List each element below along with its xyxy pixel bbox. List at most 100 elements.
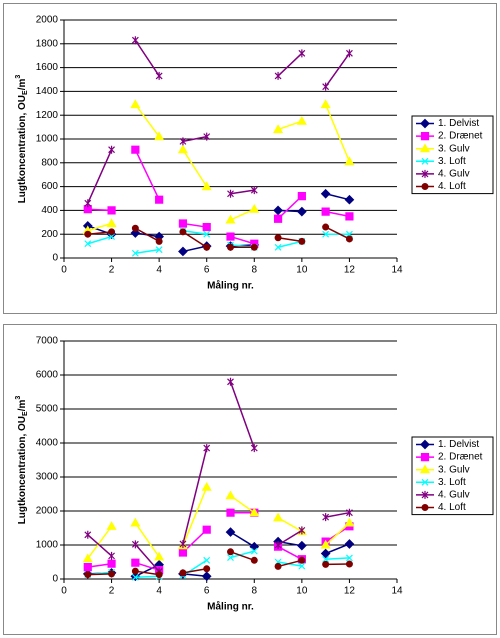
series-line	[87, 229, 350, 254]
series-line	[87, 511, 350, 571]
legend-label: 1. Delvist	[438, 439, 479, 450]
marker	[274, 541, 282, 549]
marker	[226, 232, 235, 241]
y-tick-label: 1400	[36, 86, 59, 97]
series-line	[87, 226, 350, 249]
legend-label: 3. Gulv	[438, 143, 470, 154]
marker	[82, 553, 93, 563]
marker	[227, 554, 234, 562]
marker	[107, 206, 116, 215]
marker	[84, 199, 92, 208]
marker	[131, 36, 139, 45]
marker	[421, 478, 429, 486]
y-tick-label: 1000	[36, 540, 59, 551]
marker	[420, 118, 430, 129]
marker	[227, 548, 234, 556]
y-axis-title-sup: 3	[15, 396, 22, 400]
marker	[155, 571, 163, 579]
marker	[249, 204, 260, 213]
legend-label: 3. Gulv	[438, 464, 470, 475]
y-tick-label: 4000	[36, 438, 59, 449]
x-tick-label: 10	[296, 586, 308, 597]
y-axis-title-part: Lugtkoncentration, OU	[17, 416, 28, 524]
marker	[320, 539, 331, 549]
y-tick-label: 2000	[36, 506, 59, 517]
marker	[273, 214, 283, 223]
legend-label: 3. Loft	[438, 477, 466, 488]
marker	[227, 377, 234, 386]
marker	[298, 237, 306, 245]
legend-label: 3. Loft	[438, 156, 466, 167]
marker	[249, 507, 260, 517]
marker	[203, 243, 211, 251]
marker	[84, 240, 92, 248]
marker	[227, 243, 234, 251]
y-tick-label: 2000	[36, 15, 59, 26]
marker	[106, 521, 117, 530]
chart: 0 200 400 600 800 1000 1200 1400 1600 1800 2000 0 2 4…	[3, 3, 497, 314]
y-tick-label: 800	[41, 157, 58, 168]
marker	[346, 554, 353, 562]
marker	[154, 131, 165, 141]
series-line	[87, 381, 350, 573]
marker	[322, 223, 330, 231]
marker	[203, 132, 211, 141]
marker	[321, 207, 330, 216]
marker	[344, 517, 355, 527]
marker	[108, 228, 116, 236]
y-axis-title-part: /m	[17, 400, 28, 412]
x-axis-title: Måling nr.	[207, 601, 254, 613]
marker	[131, 249, 139, 257]
marker	[227, 189, 234, 198]
marker	[420, 132, 430, 141]
marker	[346, 508, 353, 517]
marker	[296, 115, 307, 125]
marker	[155, 237, 163, 245]
marker	[421, 504, 429, 511]
marker	[421, 490, 429, 499]
marker	[320, 99, 331, 109]
marker	[155, 195, 164, 204]
y-tick-label: 0	[52, 574, 58, 585]
x-tick-label: 6	[204, 586, 210, 597]
x-tick-label: 8	[252, 586, 258, 597]
x-tick-label: 2	[109, 265, 115, 276]
marker	[84, 230, 92, 238]
marker	[322, 513, 330, 522]
marker	[346, 49, 353, 58]
x-tick-label: 2	[109, 586, 115, 597]
marker	[320, 188, 331, 199]
marker	[344, 194, 355, 205]
x-tick-label: 0	[61, 586, 67, 597]
legend-box	[411, 115, 494, 195]
marker	[273, 124, 284, 134]
marker	[107, 559, 116, 568]
marker	[179, 137, 187, 146]
marker	[297, 540, 307, 551]
x-tick-label: 10	[296, 265, 308, 276]
marker	[178, 548, 188, 557]
y-axis-title-sub: E	[22, 90, 29, 95]
marker	[344, 539, 355, 549]
marker	[322, 560, 330, 568]
marker	[130, 99, 141, 109]
series-line	[87, 551, 350, 576]
marker	[298, 562, 306, 570]
marker	[108, 551, 115, 560]
marker	[250, 547, 258, 555]
y-tick-label: 5000	[36, 404, 59, 415]
series-line	[87, 149, 350, 245]
marker	[298, 556, 306, 564]
marker	[421, 169, 429, 178]
marker	[274, 234, 282, 242]
marker	[250, 186, 258, 195]
marker	[297, 206, 307, 217]
marker	[345, 212, 354, 221]
marker	[225, 527, 236, 537]
marker	[179, 569, 187, 577]
legend-label: 4. Gulv	[438, 169, 470, 180]
marker	[420, 439, 430, 450]
marker	[421, 183, 429, 190]
